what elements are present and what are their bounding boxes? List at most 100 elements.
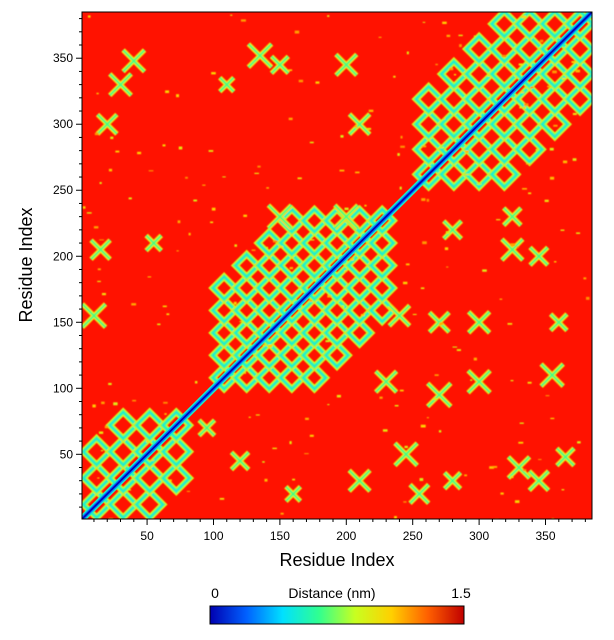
- helix-lattice-ring: [512, 132, 547, 167]
- contact-speckle: [438, 430, 442, 433]
- contact-cross: [373, 369, 399, 394]
- contact-cross: [347, 112, 372, 137]
- contact-speckle: [278, 246, 284, 249]
- helix-lattice-ring: [158, 460, 195, 496]
- contact-speckle: [523, 106, 527, 109]
- contact-speckle: [571, 61, 576, 64]
- contact-speckle: [382, 429, 388, 432]
- heatmap-plot-area: [82, 12, 592, 519]
- contact-speckle: [243, 371, 247, 374]
- contact-speckle: [487, 74, 490, 77]
- contact-cross: [555, 446, 576, 468]
- contact-speckle: [176, 94, 180, 98]
- colorbar-gradient: [209, 605, 465, 625]
- contact-speckle: [583, 277, 587, 280]
- contact-speckle: [309, 141, 314, 144]
- contact-speckle: [177, 220, 181, 224]
- contact-speckle: [393, 75, 396, 78]
- contact-speckle: [394, 516, 397, 519]
- contact-speckle: [355, 171, 360, 174]
- contact-speckle: [482, 269, 487, 272]
- contact-speckle: [248, 416, 251, 418]
- helix-lattice-ring: [298, 294, 331, 327]
- helix-lattice-ring: [562, 56, 592, 92]
- x-tick-label: 350: [536, 529, 556, 543]
- contact-speckle: [288, 69, 293, 72]
- contact-speckle: [131, 303, 137, 306]
- helix-lattice-ring: [461, 157, 497, 192]
- x-tick-label: 250: [403, 529, 423, 543]
- helix-lattice-ring: [461, 56, 497, 92]
- contact-cross: [107, 72, 134, 98]
- helix-lattice-ring: [275, 204, 308, 237]
- contact-speckle: [219, 497, 225, 500]
- helix-lattice-ring: [230, 249, 263, 282]
- helix-lattice-ring: [230, 294, 263, 327]
- contact-speckle: [132, 399, 137, 402]
- contact-speckle: [97, 280, 101, 283]
- contact-speckle: [538, 458, 542, 460]
- contact-speckle: [453, 73, 457, 76]
- helix-lattice-ring: [321, 227, 353, 259]
- contact-speckle: [354, 125, 358, 128]
- contact-speckle: [379, 396, 383, 399]
- contact-speckle: [547, 85, 552, 88]
- contact-speckle: [545, 395, 550, 397]
- contact-cross: [387, 303, 412, 328]
- contact-speckle: [349, 258, 354, 261]
- contact-cross: [539, 362, 566, 388]
- contact-speckle: [108, 382, 112, 386]
- helix-lattice-ring: [487, 56, 522, 92]
- helix-lattice-ring: [253, 361, 286, 394]
- contact-speckle: [394, 404, 399, 407]
- contact-speckle: [406, 51, 409, 55]
- helix-lattice-ring: [321, 316, 353, 349]
- helix-lattice-ring: [208, 316, 240, 349]
- contact-speckle: [458, 34, 463, 37]
- contact-speckle: [420, 424, 426, 428]
- contact-speckle: [292, 478, 296, 481]
- contact-speckle: [165, 90, 170, 94]
- helix-lattice-ring: [298, 249, 331, 282]
- contact-speckle: [202, 184, 206, 186]
- helix-lattice-ring: [512, 31, 547, 67]
- x-tick-label: 50: [140, 529, 154, 543]
- contact-cross: [332, 203, 360, 230]
- contact-cross: [217, 75, 236, 94]
- contact-cross: [334, 52, 359, 78]
- helix-lattice-ring: [461, 132, 497, 167]
- contact-speckle: [222, 176, 226, 178]
- helix-lattice-ring: [131, 407, 168, 444]
- contact-speckle: [516, 246, 519, 249]
- contact-speckle: [254, 172, 260, 175]
- contact-speckle: [99, 239, 104, 241]
- contact-speckle: [108, 168, 113, 172]
- contact-speckle: [137, 151, 142, 155]
- helix-lattice-ring: [512, 107, 547, 142]
- contact-speckle: [400, 135, 403, 139]
- contact-speckle: [549, 176, 555, 180]
- contact-cross: [528, 245, 550, 267]
- helix-lattice-ring: [411, 81, 446, 117]
- contact-speckle: [289, 441, 292, 445]
- contact-cross: [284, 484, 303, 503]
- helix-lattice-ring: [436, 107, 472, 142]
- helix-lattice-ring: [487, 31, 522, 67]
- contact-speckle: [539, 39, 544, 43]
- contact-speckle: [280, 512, 284, 515]
- contact-speckle: [230, 14, 233, 16]
- helix-lattice-ring: [487, 107, 522, 142]
- helix-lattice-ring: [321, 272, 353, 304]
- contact-speckle: [464, 474, 468, 477]
- contact-speckle: [97, 477, 100, 479]
- helix-lattice-ring: [298, 316, 331, 349]
- helix-lattice-ring: [461, 31, 497, 67]
- helix-lattice-ring: [343, 249, 376, 282]
- contact-speckle: [166, 313, 170, 316]
- contact-speckle: [315, 81, 320, 84]
- helix-lattice-ring: [461, 81, 497, 117]
- contact-cross: [269, 54, 291, 76]
- helix-lattice-ring: [275, 227, 308, 259]
- helix-lattice-ring: [105, 486, 142, 519]
